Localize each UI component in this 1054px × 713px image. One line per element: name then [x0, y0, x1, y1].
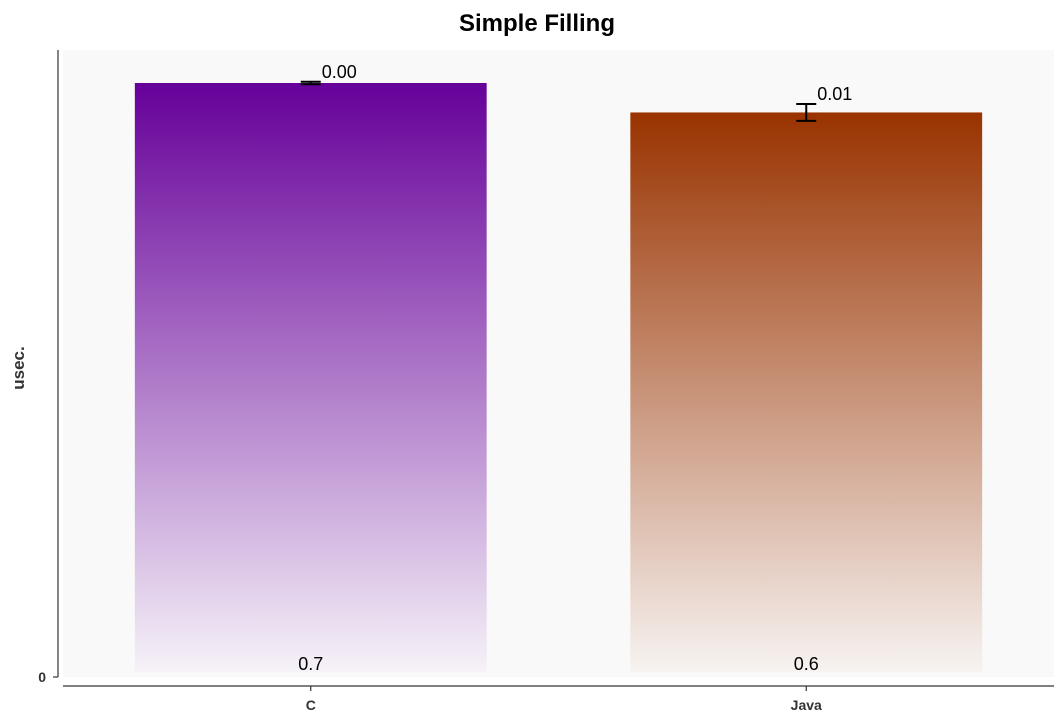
chart-marks: 0.00 0.7 C 0.01 0.6 Java 0	[38, 62, 983, 713]
value-label-java: 0.6	[794, 654, 819, 674]
bar-java	[630, 112, 983, 672]
value-label-c: 0.7	[298, 654, 323, 674]
y-tick-label-0: 0	[38, 669, 46, 685]
x-tick-label-java: Java	[791, 697, 822, 713]
error-label-c: 0.00	[322, 62, 357, 82]
bar-c	[134, 83, 487, 672]
y-axis-title: usec.	[9, 346, 28, 389]
error-bar-java	[796, 103, 817, 122]
x-tick-label-c: C	[306, 697, 316, 713]
chart-title: Simple Filling	[459, 10, 615, 37]
error-bar-c	[300, 80, 321, 86]
error-label-java: 0.01	[817, 84, 852, 104]
